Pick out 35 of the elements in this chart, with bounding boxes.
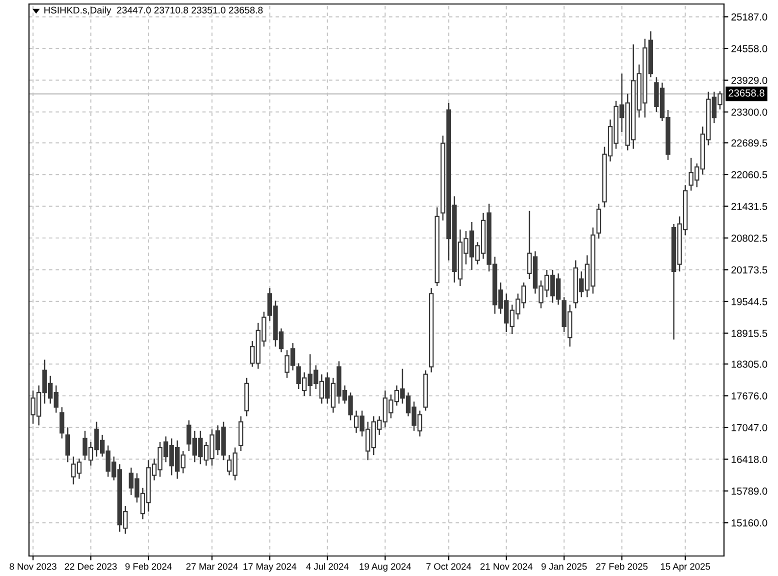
- x-tick-label: 27 Mar 2024: [186, 563, 238, 570]
- x-tick-label: 27 Feb 2025: [596, 562, 648, 570]
- y-tick-label: 22689.5: [731, 139, 768, 147]
- x-tick-label: 9 Feb 2024: [125, 562, 172, 570]
- chart-title: HSIHKD.s,Daily 23447.0 23710.8 23351.0 23658.8: [44, 6, 263, 16]
- x-tick-label: 22 Dec 2023: [64, 563, 117, 570]
- candlestick: [596, 203, 602, 240]
- y-tick-label: 15789.0: [732, 488, 768, 495]
- y-tick-label: 15160.0: [732, 519, 768, 526]
- candlestick: [60, 406, 64, 440]
- y-tick-label: 18915.5: [732, 330, 768, 337]
- x-tick-label: 21 Nov 2024: [480, 563, 532, 570]
- x-tick-label: 19 Aug 2024: [360, 563, 412, 572]
- x-tick-label: 7 Oct 2024: [426, 563, 472, 570]
- y-tick-label: 22060.5: [731, 171, 768, 178]
- x-tick-label: 8 Nov 2023: [10, 563, 56, 570]
- y-tick-label: 24558.0: [731, 45, 768, 52]
- y-tick-label: 16418.0: [732, 456, 768, 463]
- candlestick: [65, 426, 70, 463]
- y-tick-label: 20802.5: [731, 234, 768, 242]
- y-tick-label: 25187.0: [731, 13, 768, 21]
- x-tick-label: 4 Jul 2024: [306, 562, 349, 570]
- ref-line-label: 23658.8: [728, 89, 764, 97]
- x-tick-label: 15 Apr 2025: [660, 563, 710, 572]
- y-tick-label: 21431.5: [731, 202, 768, 210]
- candlestick: [238, 416, 244, 452]
- y-tick-label: 17047.0: [732, 424, 768, 432]
- x-tick-label: 9 Jan 2025: [542, 563, 587, 570]
- y-tick-label: 18305.0: [732, 360, 768, 368]
- y-tick-label: 19544.5: [732, 298, 768, 306]
- y-tick-label: 17676.0: [732, 392, 768, 400]
- y-tick-label: 20173.5: [731, 266, 768, 274]
- y-tick-label: 23929.0: [731, 76, 768, 84]
- y-tick-label: 23300.0: [731, 108, 768, 116]
- x-tick-label: 17 May 2024: [244, 563, 296, 572]
